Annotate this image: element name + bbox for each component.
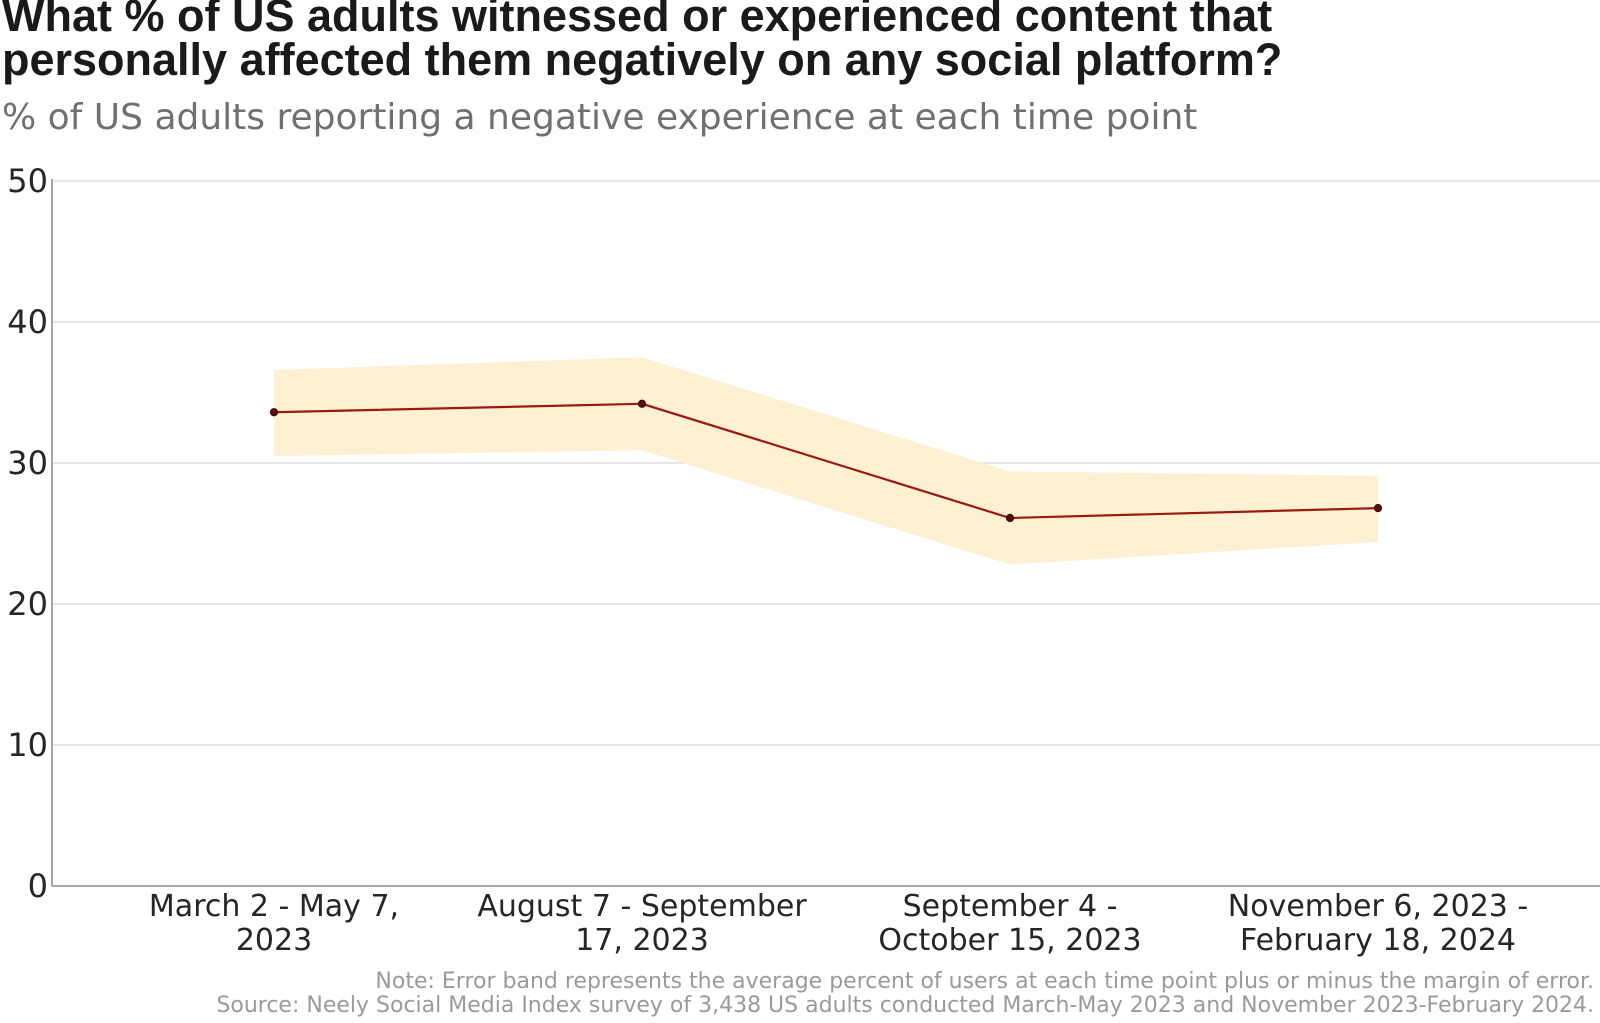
data-points — [269, 399, 1383, 523]
axes — [51, 179, 1600, 887]
y-tick-label: 20 — [7, 585, 48, 623]
chart-title: What % of US adults witnessed or experie… — [2, 0, 1592, 82]
data-point — [269, 408, 279, 417]
y-tick-label: 50 — [7, 162, 48, 200]
series-line-layer — [273, 402, 1379, 520]
chart-note: Note: Error band represents the average … — [375, 969, 1594, 994]
x-tick-label: August 7 - September 17, 2023 — [477, 889, 807, 958]
chart-subtitle: % of US adults reporting a negative expe… — [2, 97, 1198, 138]
chart-source: Source: Neely Social Media Index survey … — [216, 993, 1594, 1018]
data-point — [637, 399, 647, 408]
y-tick-label: 40 — [7, 303, 48, 341]
y-tick-label: 30 — [7, 444, 48, 482]
chart-title-line-1: What % of US adults witnessed or experie… — [2, 0, 1273, 41]
gridlines — [52, 180, 1600, 746]
x-tick-label: March 2 - May 7, 2023 — [149, 889, 399, 958]
y-tick-label: 10 — [7, 726, 48, 764]
data-point — [1373, 504, 1383, 513]
x-tick-label: November 6, 2023 -February 18, 2024 — [1228, 889, 1528, 958]
data-point — [1005, 513, 1015, 523]
series-line — [273, 402, 1379, 520]
y-tick-labels: 0 10 20 30 40 50 — [7, 162, 48, 905]
y-tick-label: 0 — [28, 867, 48, 905]
x-tick-labels: March 2 - May 7, 2023 August 7 - September… — [149, 889, 1528, 958]
x-tick-label: September 4 -October 15, 2023 — [878, 889, 1141, 958]
chart-title-line-2: personally affected them negatively on a… — [2, 34, 1283, 85]
